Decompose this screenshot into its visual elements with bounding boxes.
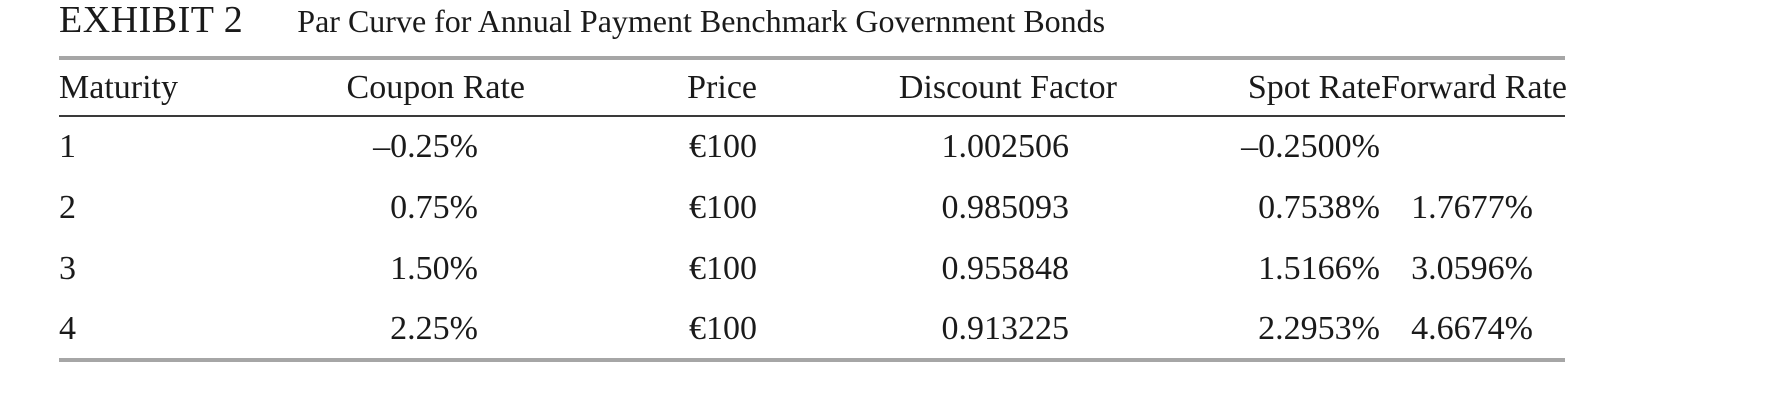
cell-coupon-rate: –0.25% xyxy=(373,128,478,165)
header-discount-factor: Discount Factor xyxy=(898,68,1117,106)
exhibit-title: Par Curve for Annual Payment Benchmark G… xyxy=(297,3,1106,39)
cell-coupon-rate: 2.25% xyxy=(390,309,478,347)
cell-price: €100 xyxy=(689,309,757,347)
exhibit-header: EXHIBIT 2 Par Curve for Annual Payment B… xyxy=(59,0,1565,56)
header-price: Price xyxy=(687,68,757,106)
header-maturity: Maturity xyxy=(59,68,178,106)
table-body: 1 –0.25% €100 1.002506 –0.2500% 2 0.75% … xyxy=(59,116,1565,360)
table-row: 3 1.50% €100 0.955848 1.5166% 3.0596% xyxy=(59,238,1565,299)
table-header: Maturity Coupon Rate Price Discount Fact… xyxy=(59,58,1568,116)
cell-maturity: 3 xyxy=(59,249,76,287)
table-row: 1 –0.25% €100 1.002506 –0.2500% xyxy=(59,116,1565,177)
header-spot-rate: Spot Rate xyxy=(1247,68,1381,106)
cell-discount-factor: 0.985093 xyxy=(941,188,1070,226)
exhibit: EXHIBIT 2 Par Curve for Annual Payment B… xyxy=(59,0,1568,362)
exhibit-label: EXHIBIT 2 xyxy=(59,0,244,41)
cell-forward-rate: 3.0596% xyxy=(1411,249,1533,287)
cell-spot-rate: 0.7538% xyxy=(1258,188,1380,226)
cell-discount-factor: 0.955848 xyxy=(941,249,1070,287)
par-curve-table: Maturity Coupon Rate Price Discount Fact… xyxy=(59,56,1568,362)
header-forward-rate: Forward Rate xyxy=(1381,68,1568,106)
cell-spot-rate: 1.5166% xyxy=(1258,249,1380,287)
cell-maturity: 4 xyxy=(59,309,76,347)
table-row: 4 2.25% €100 0.913225 2.2953% 4.6674% xyxy=(59,299,1565,360)
cell-spot-rate: –0.2500% xyxy=(1241,128,1380,165)
cell-price: €100 xyxy=(689,188,757,226)
cell-forward-rate: 4.6674% xyxy=(1411,309,1533,347)
header-row: Maturity Coupon Rate Price Discount Fact… xyxy=(59,58,1568,116)
cell-price: €100 xyxy=(689,128,757,165)
cell-coupon-rate: 0.75% xyxy=(390,188,478,226)
cell-maturity: 2 xyxy=(59,188,76,226)
cell-maturity: 1 xyxy=(59,128,76,165)
cell-forward-rate xyxy=(1381,116,1565,177)
cell-price: €100 xyxy=(689,249,757,287)
cell-spot-rate: 2.2953% xyxy=(1258,309,1380,347)
cell-discount-factor: 1.002506 xyxy=(941,128,1070,165)
cell-forward-rate: 1.7677% xyxy=(1411,188,1533,226)
cell-discount-factor: 0.913225 xyxy=(941,309,1070,347)
header-coupon-rate: Coupon Rate xyxy=(346,68,525,106)
cell-coupon-rate: 1.50% xyxy=(390,249,478,287)
table-row: 2 0.75% €100 0.985093 0.7538% 1.7677% xyxy=(59,177,1565,238)
